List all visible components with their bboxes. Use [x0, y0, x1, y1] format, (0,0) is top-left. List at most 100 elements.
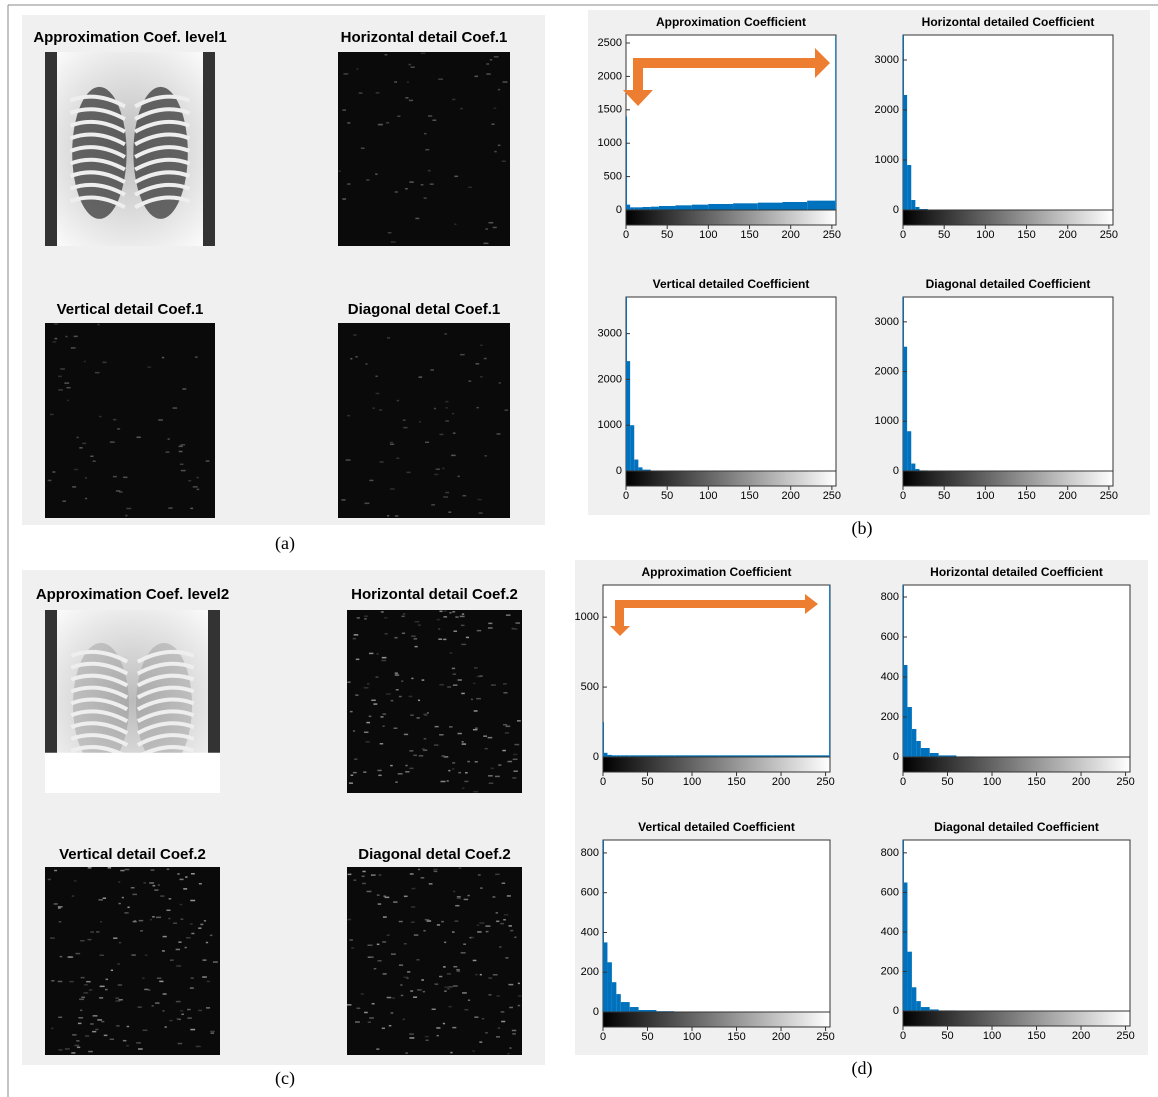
detail-speck [405, 97, 408, 99]
detail-speck [493, 227, 497, 229]
x-tick-label: 0 [623, 229, 629, 241]
detail-speck [485, 748, 488, 750]
detail-speck [90, 456, 93, 458]
x-tick-label: 200 [1072, 776, 1090, 788]
detail-speck [89, 989, 92, 991]
detail-speck [442, 755, 445, 757]
detail-speck [126, 1045, 129, 1047]
detail-speck [479, 1041, 482, 1043]
detail-speck [353, 334, 357, 336]
histogram-bar [829, 585, 830, 757]
image-title: Diagonal detal Coef.2 [358, 846, 511, 863]
detail-speck [58, 907, 61, 909]
detail-speck [419, 755, 423, 757]
detail-speck [443, 1023, 445, 1025]
histogram-bar [907, 952, 911, 1011]
detail-speck [443, 639, 446, 641]
detail-speck [136, 1042, 141, 1044]
detail-speck [434, 983, 438, 985]
detail-speck [68, 956, 72, 958]
detail-speck [82, 443, 86, 445]
x-tick-label: 150 [740, 490, 758, 502]
detail-speck [406, 765, 408, 767]
detail-speck [480, 376, 483, 378]
y-tick-label: 400 [881, 926, 899, 938]
detail-speck [377, 944, 380, 946]
detail-speck [462, 741, 464, 743]
detail-speck [90, 931, 94, 933]
detail-speck [512, 777, 516, 779]
detail-speck [213, 961, 218, 963]
detail-speck [461, 625, 465, 627]
detail-speck [499, 382, 501, 384]
detail-speck [193, 486, 198, 488]
detail-speck [456, 969, 460, 971]
histogram-bar [616, 994, 620, 1012]
plot-area [903, 840, 1130, 1011]
x-tick-label: 100 [699, 490, 717, 502]
detail-speck [474, 1016, 478, 1018]
detail-speck [430, 369, 434, 371]
detail-speck [158, 419, 163, 421]
detail-speck [181, 470, 186, 472]
histogram-bar [612, 982, 616, 1012]
detail-speck [477, 499, 481, 501]
x-tick-label: 200 [1059, 229, 1077, 241]
detail-speck [163, 936, 167, 938]
detail-speck [387, 997, 392, 999]
detail-speck [379, 409, 382, 411]
x-tick-label: 50 [661, 490, 673, 502]
detail-speck [461, 693, 464, 695]
detail-speck [452, 768, 454, 770]
y-tick-label: 1500 [598, 104, 622, 116]
y-tick-label: 600 [581, 887, 599, 899]
detail-speck [480, 345, 483, 347]
detail-speck [443, 616, 447, 618]
histogram-bar [708, 204, 733, 210]
detail-speck [60, 368, 65, 370]
detail-speck [138, 1006, 142, 1008]
detail-speck [439, 611, 442, 613]
x-tick-label: 0 [900, 776, 906, 788]
detail-speck [113, 937, 117, 939]
detail-speck [374, 968, 377, 970]
detail-speck [457, 971, 461, 973]
detail-speck [398, 773, 403, 775]
detail-speck [448, 986, 452, 988]
histogram-bar [733, 203, 758, 210]
detail-speck [95, 372, 100, 374]
detail-speck [124, 912, 128, 914]
detail-speck [504, 409, 508, 411]
detail-speck [118, 984, 122, 986]
image-title: Horizontal detail Coef.2 [351, 586, 518, 603]
detail-speck [445, 401, 448, 403]
x-tick-label: 250 [823, 229, 841, 241]
detail-speck [404, 943, 407, 945]
detail-speck [119, 942, 121, 944]
detail-speck [180, 918, 183, 920]
detail-speck [58, 1017, 62, 1019]
detail-speck [488, 627, 493, 629]
detail-speck [120, 870, 124, 872]
detail-speck [78, 1017, 83, 1019]
detail-speck [86, 981, 90, 983]
detail-speck [342, 198, 346, 200]
detail-speck [166, 910, 170, 912]
detail-speck [190, 900, 195, 902]
detail-speck [491, 684, 496, 686]
detail-speck [410, 990, 413, 992]
x-tick-label: 150 [727, 776, 745, 788]
detail-speck [413, 996, 417, 998]
y-tick-label: 1000 [875, 415, 899, 427]
detail-speck [200, 924, 203, 926]
detail-speck [476, 698, 481, 700]
histogram-bar [604, 753, 608, 757]
detail-speck [132, 894, 137, 896]
detail-speck [387, 515, 389, 517]
detail-speck [409, 696, 413, 698]
detail-speck [369, 653, 373, 655]
detail-speck [461, 952, 466, 954]
detail-speck [473, 791, 478, 793]
detail-speck [75, 953, 80, 955]
detail-speck [433, 869, 437, 871]
